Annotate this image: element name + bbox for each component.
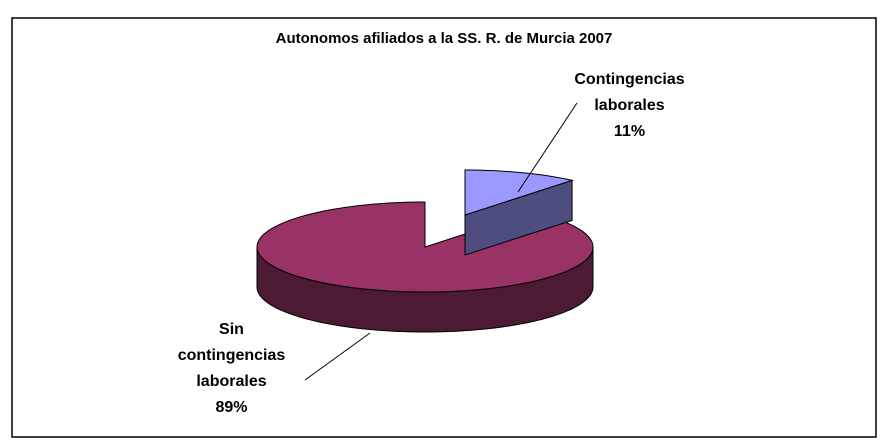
data-label: Contingencias laborales 11%	[562, 67, 697, 145]
chart-title: Autonomos afiliados a la SS. R. de Murci…	[275, 30, 613, 47]
label-value: 11%	[613, 123, 646, 140]
label-value: 89%	[215, 399, 248, 416]
chart-frame	[11, 17, 877, 438]
data-label: Sin contingencias laborales 89%	[164, 317, 299, 421]
pie-slice	[464, 169, 575, 216]
label-category: Sin contingencias laborales	[177, 321, 286, 390]
label-category: Contingencias laborales	[574, 71, 685, 114]
leader-line	[304, 332, 371, 381]
leader-line	[517, 102, 578, 193]
